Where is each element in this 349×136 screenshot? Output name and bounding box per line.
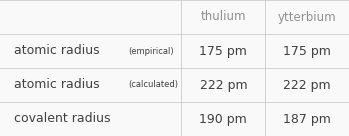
Text: atomic radius: atomic radius: [14, 78, 99, 92]
Text: 222 pm: 222 pm: [283, 78, 331, 92]
Text: 175 pm: 175 pm: [199, 44, 247, 58]
Text: 222 pm: 222 pm: [200, 78, 247, 92]
Text: (calculated): (calculated): [129, 81, 179, 89]
Text: 190 pm: 190 pm: [200, 112, 247, 126]
Text: atomic radius: atomic radius: [14, 44, 99, 58]
Text: 187 pm: 187 pm: [283, 112, 331, 126]
Text: 175 pm: 175 pm: [283, 44, 331, 58]
Text: (empirical): (empirical): [129, 47, 174, 55]
Text: covalent radius: covalent radius: [14, 112, 111, 126]
Text: ytterbium: ytterbium: [278, 10, 336, 24]
Text: thulium: thulium: [201, 10, 246, 24]
